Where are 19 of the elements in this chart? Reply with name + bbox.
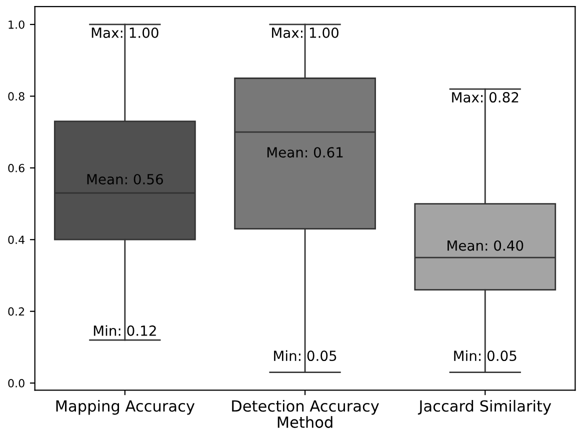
y-tick-label: 0.8 — [8, 92, 24, 101]
annotation: Max: 1.00 — [92, 27, 158, 38]
y-tick-label: 0.0 — [8, 379, 24, 388]
x-axis-title: Method — [278, 416, 332, 428]
annotation: Max: 1.00 — [272, 27, 338, 38]
annotation: Min: 0.05 — [274, 350, 336, 362]
x-tick-label: Detection Accuracy — [232, 400, 379, 415]
y-tick-label: 1.0 — [8, 20, 24, 29]
annotation: Min: 0.05 — [454, 350, 516, 362]
annotation: Min: 0.12 — [94, 325, 156, 336]
x-tick-label: Mapping Accuracy — [56, 400, 195, 415]
y-tick-label: 0.4 — [8, 236, 25, 244]
y-tick-label: 0.6 — [8, 164, 24, 172]
annotation: Mean: 0.56 — [87, 174, 163, 184]
y-tick-label: 0.2 — [8, 307, 24, 316]
annotation: Mean: 0.40 — [448, 240, 524, 251]
x-tick-label: Jaccard Similarity — [418, 400, 552, 415]
annotation: Max: 0.82 — [452, 92, 518, 103]
annotation: Mean: 0.61 — [267, 147, 343, 158]
